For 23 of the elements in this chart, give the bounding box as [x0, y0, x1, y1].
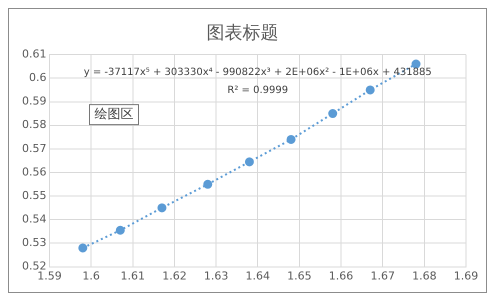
y-tick-label: 0.55 — [22, 188, 46, 202]
x-tick-label: 1.6 — [82, 269, 100, 282]
annotation: R² = 0.9999 — [227, 85, 288, 96]
chart-title: 图表标题 — [206, 22, 278, 44]
x-tick-label: 1.62 — [162, 269, 187, 282]
x-tick-label: 1.65 — [287, 269, 312, 282]
x-tick-label: 1.64 — [245, 269, 270, 282]
y-tick-label: 0.58 — [22, 118, 46, 132]
x-tick-label: 1.67 — [370, 269, 395, 282]
x-tick-label: 1.68 — [412, 269, 437, 282]
x-tick-label: 1.63 — [204, 269, 228, 282]
point — [78, 243, 88, 252]
y-tick-label: 0.54 — [22, 212, 46, 226]
y-tick-label: 0.57 — [22, 142, 46, 155]
x-tick-label: 1.61 — [120, 269, 146, 282]
y-tick-label: 0.61 — [22, 47, 46, 60]
x-tick-label: 1.66 — [328, 269, 354, 282]
y-tick-label: 0.59 — [22, 94, 46, 108]
y-tick-label: 0.56 — [22, 165, 46, 178]
x-tick-label: 1.69 — [454, 269, 478, 282]
annotation: 绘图区 — [94, 106, 134, 122]
y-tick-label: 0.53 — [22, 236, 46, 250]
y-tick-label: 0.6 — [28, 71, 46, 84]
